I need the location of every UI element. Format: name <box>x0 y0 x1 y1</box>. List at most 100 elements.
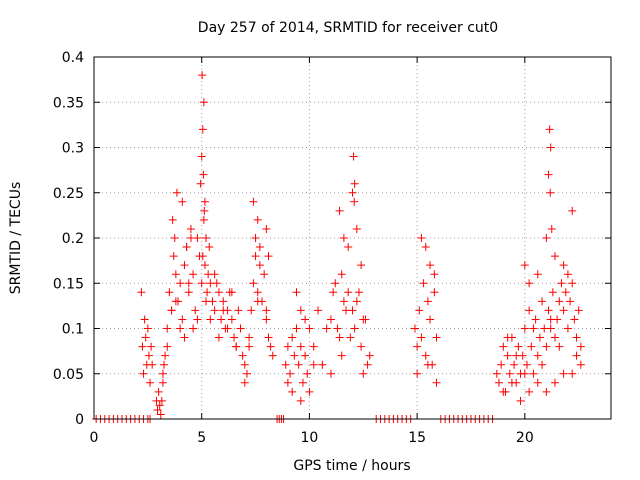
x-axis-label: GPS time / hours <box>293 458 410 474</box>
data-point <box>352 297 361 306</box>
data-point <box>262 315 271 324</box>
data-point <box>147 342 156 351</box>
data-point <box>141 333 150 342</box>
data-point <box>410 324 419 333</box>
data-point <box>421 243 430 252</box>
data-point <box>333 324 342 333</box>
data-point <box>337 270 346 279</box>
data-point <box>283 378 292 387</box>
data-point <box>253 215 262 224</box>
data-point <box>546 324 555 333</box>
data-point <box>138 342 147 351</box>
data-point <box>550 378 559 387</box>
x-tick-label: 0 <box>90 430 99 446</box>
data-point <box>576 360 585 369</box>
data-point <box>505 369 514 378</box>
data-point <box>146 378 155 387</box>
data-point <box>413 369 422 378</box>
data-point <box>303 369 312 378</box>
data-point <box>242 369 251 378</box>
data-point <box>417 234 426 242</box>
data-point <box>413 342 422 351</box>
data-point <box>169 252 178 261</box>
x-tick-label: 5 <box>197 430 206 446</box>
y-tick-label: 0.35 <box>53 95 84 111</box>
grid <box>94 57 611 419</box>
data-point <box>568 279 577 288</box>
data-point <box>158 378 167 387</box>
data-point <box>140 315 149 324</box>
data-point <box>507 378 516 387</box>
data-point <box>546 188 555 197</box>
data-point <box>314 306 323 315</box>
data-point <box>199 98 208 107</box>
data-point <box>286 369 295 378</box>
data-point <box>421 351 430 360</box>
data-point <box>253 288 262 297</box>
data-point <box>176 324 185 333</box>
data-point <box>520 369 529 378</box>
data-point <box>160 360 169 369</box>
data-point <box>346 333 355 342</box>
data-point <box>197 279 206 288</box>
data-point <box>359 315 368 324</box>
chart-title: Day 257 of 2014, SRMTID for receiver cut… <box>198 20 498 36</box>
data-point <box>339 297 348 306</box>
data-point <box>163 324 172 333</box>
data-point <box>260 270 269 279</box>
data-point <box>214 288 223 297</box>
data-point <box>232 342 241 351</box>
data-point <box>546 315 555 324</box>
data-point <box>202 297 211 306</box>
data-point <box>214 333 223 342</box>
data-point <box>326 315 335 324</box>
data-point <box>240 360 249 369</box>
data-point <box>550 252 559 261</box>
data-point <box>292 288 301 297</box>
data-point <box>331 279 340 288</box>
data-point <box>538 360 547 369</box>
data-point <box>240 378 249 387</box>
data-point <box>354 288 363 297</box>
data-point <box>430 288 439 297</box>
data-point <box>236 324 245 333</box>
data-point <box>255 243 264 252</box>
data-point <box>156 410 165 419</box>
data-point <box>497 360 506 369</box>
data-point <box>309 360 318 369</box>
data-point <box>264 333 273 342</box>
data-point <box>296 306 305 315</box>
data-point <box>529 324 538 333</box>
data-point <box>568 369 577 378</box>
data-point <box>184 279 193 288</box>
data-point <box>566 297 575 306</box>
data-point <box>544 170 553 179</box>
data-point <box>533 270 542 279</box>
data-point <box>290 351 299 360</box>
data-point <box>249 197 258 206</box>
data-point <box>253 297 262 306</box>
data-point <box>415 306 424 315</box>
data-point <box>199 170 208 179</box>
data-point <box>492 369 501 378</box>
data-point <box>245 342 254 351</box>
data-point <box>301 315 310 324</box>
data-point <box>202 234 211 242</box>
x-tick-label: 20 <box>516 430 534 446</box>
data-point <box>184 288 193 297</box>
data-point <box>189 324 198 333</box>
data-point <box>533 351 542 360</box>
data-point <box>205 243 214 252</box>
data-point <box>301 351 310 360</box>
data-point <box>352 224 361 233</box>
data-point <box>419 279 428 288</box>
data-point <box>432 333 441 342</box>
data-point <box>547 224 556 233</box>
data-point <box>499 342 508 351</box>
data-point <box>227 315 236 324</box>
data-point <box>139 369 148 378</box>
data-point <box>555 297 564 306</box>
data-point <box>168 215 177 224</box>
data-point <box>171 270 180 279</box>
